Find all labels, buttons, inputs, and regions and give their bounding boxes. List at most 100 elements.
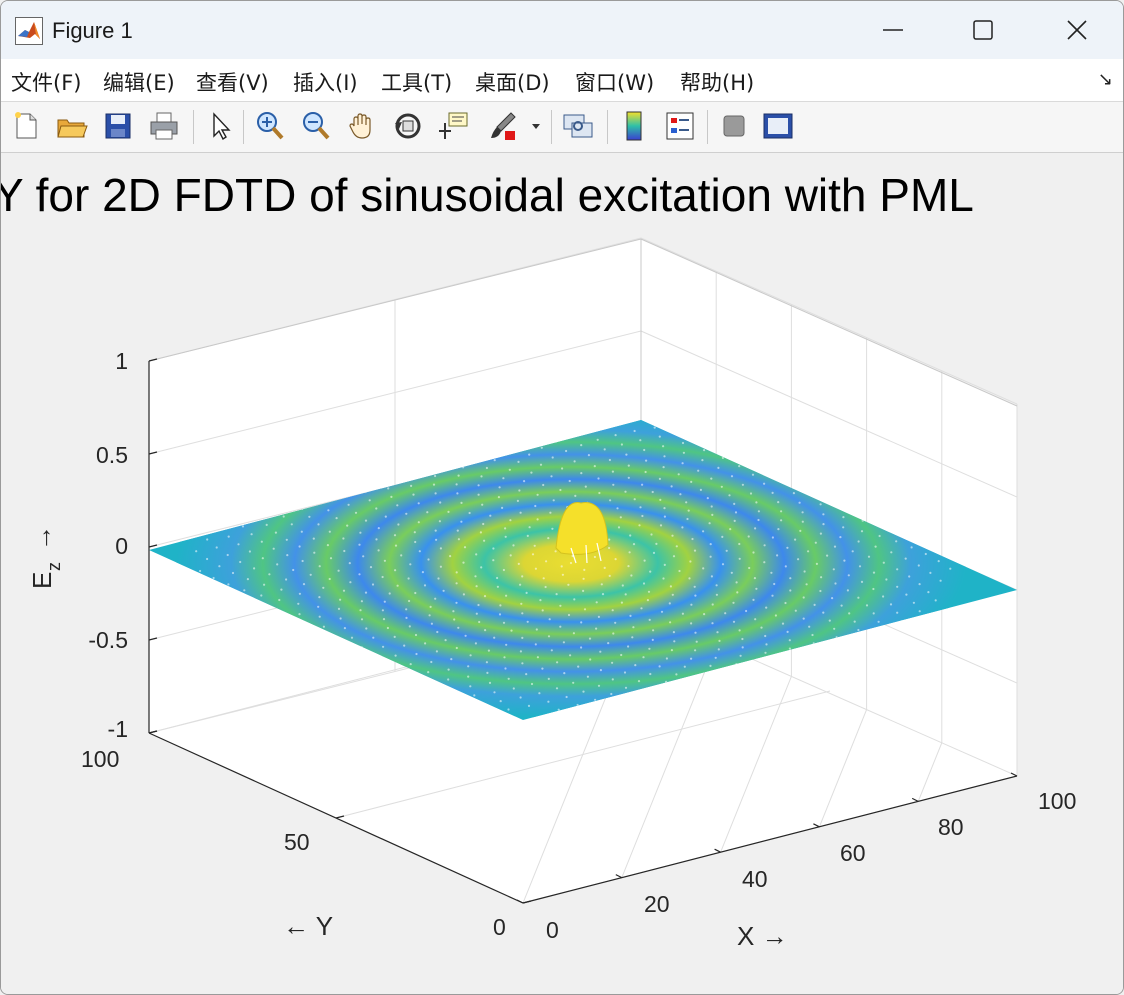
- toolbar-separator: [707, 110, 708, 144]
- mesh-point: [807, 550, 810, 553]
- figure-toolbar: [1, 102, 1123, 153]
- mesh-point: [617, 526, 621, 529]
- menu-view[interactable]: 查看(V): [196, 71, 269, 95]
- mesh-point: [822, 513, 825, 516]
- mesh-point: [601, 593, 605, 596]
- surface-plot-axes[interactable]: 1 0.5 0 -0.5 -1 0 50 100 0 20 40 60 80 1…: [1, 153, 1123, 994]
- menu-edit[interactable]: 编辑(E): [103, 71, 175, 95]
- mesh-point: [614, 434, 617, 437]
- colorbar-button[interactable]: [617, 109, 651, 143]
- mesh-point: [786, 546, 789, 549]
- mesh-point: [690, 480, 693, 483]
- title-bar[interactable]: Figure 1: [1, 1, 1123, 59]
- menu-file[interactable]: 文件(F): [11, 71, 82, 95]
- source-peak-spikes: [570, 542, 602, 564]
- new-figure-button[interactable]: [9, 109, 43, 143]
- mesh-point: [614, 621, 617, 624]
- mesh-point: [582, 690, 585, 693]
- zoom-out-button[interactable]: [299, 109, 333, 143]
- menu-bar: 文件(F) 编辑(E) 查看(V) 插入(I) 工具(T) 桌面(D) 窗口(W…: [1, 59, 1123, 102]
- brush-button[interactable]: [485, 109, 519, 143]
- mesh-point: [597, 615, 601, 618]
- mesh-point: [745, 609, 748, 613]
- mesh-point: [309, 573, 312, 576]
- mesh-point: [708, 522, 711, 525]
- mesh-point: [905, 593, 908, 596]
- mesh-point: [569, 654, 572, 657]
- mesh-point: [611, 470, 615, 473]
- mesh-point: [648, 618, 651, 621]
- y-tick: [522, 900, 532, 904]
- pan-button[interactable]: [345, 109, 379, 143]
- hide-plot-tools-icon: [723, 115, 745, 137]
- mesh-point: [453, 618, 456, 621]
- mesh-point: [504, 527, 507, 530]
- mesh-point: [808, 625, 811, 628]
- mesh-point: [949, 567, 952, 570]
- mesh-point: [819, 532, 823, 535]
- mesh-point: [662, 466, 665, 469]
- legend-button[interactable]: [663, 109, 697, 143]
- x-tick-label: 20: [644, 891, 670, 917]
- mesh-point: [248, 550, 251, 553]
- mesh-point: [813, 603, 816, 606]
- mesh-point: [280, 588, 283, 591]
- menu-window[interactable]: 窗口(W): [575, 71, 655, 95]
- mesh-point: [649, 570, 652, 573]
- mesh-point: [469, 685, 472, 688]
- open-file-button[interactable]: [55, 109, 89, 143]
- mesh-point: [427, 671, 430, 674]
- mesh-point: [417, 521, 420, 524]
- mesh-point: [643, 559, 646, 562]
- mesh-point: [763, 482, 766, 485]
- mesh-point: [895, 540, 898, 543]
- mesh-point: [375, 507, 378, 510]
- figure-canvas[interactable]: Y for 2D FDTD of sinusoidal excitation w…: [1, 153, 1123, 994]
- print-button[interactable]: [147, 109, 181, 143]
- mesh-point: [732, 601, 735, 604]
- mesh-point: [765, 606, 768, 609]
- mesh-point: [582, 577, 585, 580]
- save-button[interactable]: [101, 109, 135, 143]
- show-plot-tools-button[interactable]: [761, 109, 795, 143]
- mesh-point: [620, 601, 624, 604]
- mesh-point: [828, 619, 831, 622]
- mesh-point: [822, 611, 825, 614]
- hide-plot-tools-button[interactable]: [717, 109, 751, 143]
- menu-tools[interactable]: 工具(T): [381, 71, 453, 95]
- menu-help[interactable]: 帮助(H): [680, 71, 755, 95]
- select-pointer-button[interactable]: [203, 109, 237, 143]
- mesh-point: [781, 622, 785, 625]
- mesh-point: [607, 642, 610, 645]
- mesh-point: [918, 583, 921, 586]
- rotate-3d-button[interactable]: [391, 109, 425, 143]
- mesh-point: [644, 470, 647, 474]
- mesh-point: [681, 612, 685, 615]
- data-cursor-button[interactable]: [437, 109, 471, 143]
- dock-arrow-icon[interactable]: ↘: [1097, 69, 1113, 90]
- menu-insert[interactable]: 插入(I): [293, 71, 358, 95]
- close-button[interactable]: [1031, 1, 1123, 59]
- print-icon: [150, 112, 178, 140]
- mesh-point: [670, 649, 674, 652]
- maximize-button[interactable]: [937, 1, 1029, 59]
- y-axis-label: ← Y: [283, 911, 333, 941]
- mesh-point: [499, 604, 502, 607]
- mesh-point: [608, 538, 611, 541]
- mesh-point: [848, 612, 851, 615]
- mesh-point: [663, 455, 666, 458]
- mesh-point: [502, 621, 506, 624]
- menu-desktop[interactable]: 桌面(D): [475, 71, 550, 95]
- mesh-point: [794, 609, 797, 612]
- mesh-point: [226, 553, 229, 557]
- mesh-point: [408, 599, 411, 603]
- zoom-in-button[interactable]: [253, 109, 287, 143]
- mesh-point: [669, 621, 672, 624]
- link-plot-button[interactable]: [561, 109, 595, 143]
- brush-dropdown-button[interactable]: [529, 109, 543, 143]
- mesh-point: [477, 484, 480, 487]
- mesh-point: [253, 567, 256, 570]
- mesh-point: [874, 545, 877, 548]
- mesh-point: [405, 608, 408, 611]
- minimize-button[interactable]: [847, 1, 939, 59]
